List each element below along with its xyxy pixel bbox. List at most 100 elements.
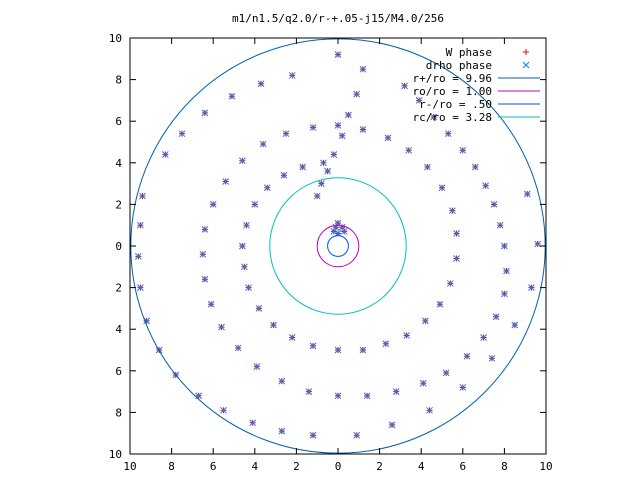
y-tick-label: 8 [115,74,122,87]
drho-phase-point [280,171,288,179]
cross-marker-b [382,340,390,348]
cross-marker-b [243,221,250,229]
cross-marker-b [359,65,367,73]
drho-phase-point [534,240,542,248]
legend-label: rc/ro = 3.28 [413,111,492,124]
drho-phase-point [253,363,261,370]
drho-phase-point [436,300,444,308]
cross-marker-b [234,344,242,352]
drho-phase-point [490,201,498,208]
y-tick-label: 0 [115,240,122,253]
drho-phase-point [209,201,217,208]
cross-marker-b [282,130,290,138]
cross-marker-b [503,267,510,275]
cross-marker-b [270,321,277,329]
y-tick-label: 2 [115,282,122,295]
drho-phase-point [139,192,146,200]
y-tick-label: 10 [109,448,122,461]
cross-marker-b [207,300,215,308]
cross-marker-b [249,419,257,427]
cross-marker-b [257,80,265,88]
drho-phase-point [492,313,500,321]
cross-marker-b [482,182,490,190]
drho-phase-point [218,323,225,331]
drho-phase-point [255,305,263,312]
drho-phase-point [446,280,454,287]
cross-marker-b [419,379,427,387]
x-tick-label: 2 [376,460,383,473]
cross-marker-b [330,151,338,158]
cross-marker-b [446,280,454,287]
x-tick-label: 8 [501,460,508,473]
drho-phase-point [459,384,467,391]
cross-marker-b [199,250,207,258]
drho-phase-point [480,334,487,341]
drho-phase-point [382,340,390,348]
cross-marker-b [245,284,252,291]
drho-phase-point [415,97,423,104]
drho-phase-point [438,184,446,192]
drho-phase-point [238,157,246,165]
legend-label: r+/ro = 9.96 [413,72,492,85]
drho-phase-point [178,130,186,138]
legend-cross-marker [522,61,530,69]
cross-marker-b [238,157,246,165]
cross-marker-b [299,163,306,171]
drho-phase-point [501,242,508,250]
cross-marker-b [139,192,146,200]
cross-marker-b [359,126,367,133]
cross-marker-b [280,171,288,179]
drho-phase-point [270,321,277,329]
cross-marker-b [309,431,317,439]
cross-marker-b [496,221,504,229]
drho-phase-point [363,392,371,400]
cross-marker-b [459,384,467,391]
cross-marker-b [501,242,508,250]
drho-phase-point [463,352,471,360]
y-tick-label: 6 [115,115,122,128]
cross-marker-b [384,134,392,142]
cross-marker-b [228,92,236,100]
chart-title: m1/n1.5/q2.0/r-+.05-j15/M4.0/256 [232,12,444,25]
drho-phase-point [334,346,342,354]
cross-marker-b [201,275,209,283]
y-tick-label: 2 [115,198,122,211]
cross-marker-b [162,151,169,158]
cross-marker-b [459,146,467,154]
drho-phase-point [401,82,408,90]
drho-phase-point [320,159,327,167]
drho-phase-point [234,344,242,352]
drho-phase-point [422,317,429,325]
drho-phase-point [288,72,296,79]
drho-phase-point [338,132,346,140]
drho-phase-point [299,163,306,171]
cross-marker-b [313,192,321,200]
cross-marker-b [501,290,508,298]
drho-phase-point [334,51,342,58]
cross-marker-b [424,163,431,171]
drho-phase-point [449,207,456,214]
drho-phase-point [309,124,317,131]
drho-phase-point [243,221,250,229]
cross-marker-b [143,317,150,325]
drho-phase-point [162,151,169,158]
cross-marker-b [320,159,327,167]
drho-phase-point [251,201,259,208]
drho-phase-point [488,354,496,362]
drho-phase-point [222,178,230,185]
cross-marker-b [305,388,313,395]
circle-ro [316,224,360,268]
y-tick-label: 8 [115,406,122,419]
cross-marker-b [338,132,346,140]
legend-label: W phase [446,46,492,59]
drho-phase-point [228,92,236,100]
drho-phase-point [278,427,286,435]
cross-marker-b [405,146,413,154]
cross-marker-b [511,321,519,329]
drho-phase-point [245,284,252,291]
cross-marker-b [426,406,433,414]
drho-phase-point [392,388,400,395]
cross-marker-b [309,124,317,131]
